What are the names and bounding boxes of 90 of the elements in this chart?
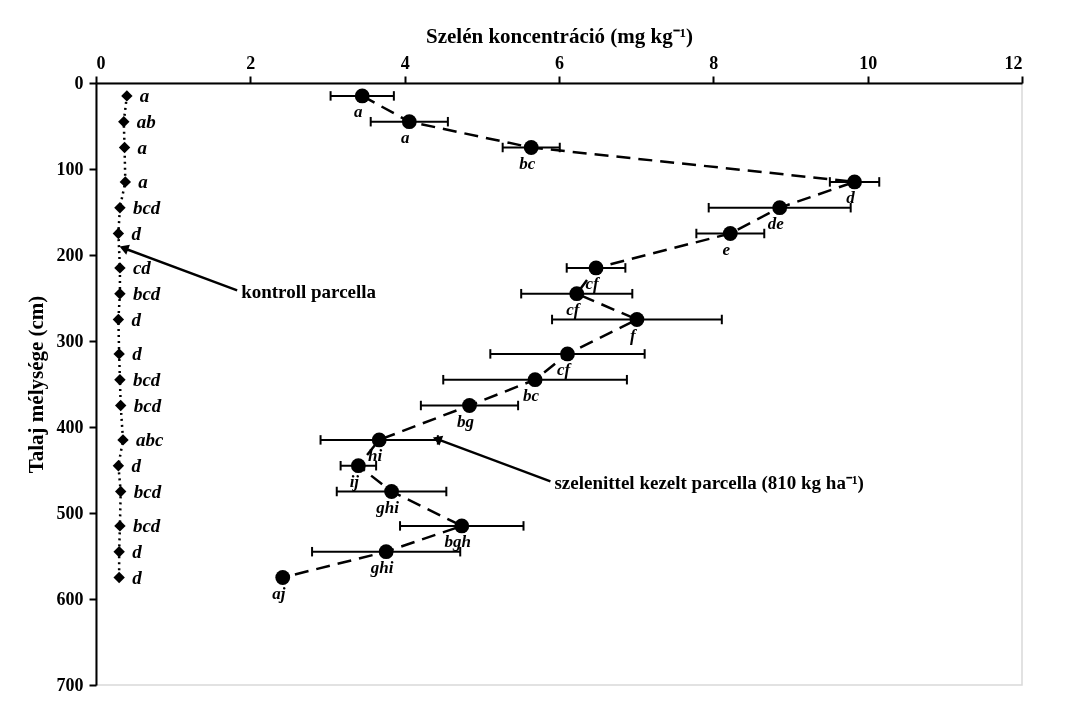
- point: [401, 114, 417, 130]
- point: [722, 226, 738, 241]
- x-tick-label: 6: [555, 52, 564, 73]
- y-tick-label: 0: [74, 72, 84, 93]
- data-label: bcd: [132, 368, 161, 390]
- y-tick-label: 700: [56, 674, 84, 695]
- point: [114, 202, 126, 214]
- point: [112, 313, 125, 326]
- data-label: d: [132, 540, 143, 562]
- annotation: szelenittel kezelt parcella (810 kg ha⁻¹): [554, 472, 864, 495]
- data-label: bg: [456, 411, 475, 431]
- point: [569, 286, 585, 302]
- data-label: a: [401, 127, 411, 147]
- point: [113, 571, 125, 584]
- x-tick-label: 12: [1004, 52, 1023, 73]
- data-label: bcd: [133, 480, 162, 502]
- point: [847, 174, 862, 190]
- data-label: a: [138, 170, 149, 192]
- data-label: a: [353, 101, 363, 121]
- data-label: cf: [566, 299, 582, 319]
- data-label: d: [132, 342, 143, 364]
- data-label: de: [767, 213, 785, 233]
- data-label: f: [630, 325, 639, 345]
- point: [371, 432, 387, 448]
- x-axis-title: Szelén koncentráció (mg kg⁻¹): [425, 23, 694, 48]
- point: [275, 570, 291, 585]
- y-tick-label: 300: [56, 330, 84, 351]
- y-tick-label: 100: [56, 158, 84, 179]
- point: [354, 88, 370, 104]
- x-tick-label: 0: [96, 52, 106, 73]
- point: [629, 312, 645, 327]
- data-label: bcd: [132, 282, 161, 304]
- point: [113, 348, 125, 360]
- point: [588, 260, 604, 276]
- point: [113, 546, 125, 558]
- data-label: ij: [349, 471, 360, 491]
- x-tick-label: 10: [859, 52, 878, 73]
- data-label: e: [722, 239, 731, 259]
- point: [114, 485, 127, 498]
- data-label: bcd: [133, 394, 162, 416]
- y-tick-label: 400: [56, 416, 84, 437]
- data-label: d: [131, 308, 142, 330]
- point: [117, 434, 129, 446]
- point: [118, 116, 130, 128]
- point: [119, 176, 132, 188]
- point: [112, 227, 125, 240]
- data-label: cf: [585, 273, 601, 293]
- x-tick-label: 8: [709, 52, 719, 73]
- point: [114, 374, 126, 386]
- data-label: ab: [136, 110, 156, 132]
- data-label: ghi: [375, 497, 400, 517]
- x-tick-label: 4: [400, 52, 410, 73]
- data-label: d: [131, 454, 142, 476]
- point: [114, 288, 126, 300]
- data-label: abc: [136, 428, 165, 450]
- point: [462, 398, 477, 413]
- y-axis-title: Talaj mélysége (cm): [23, 295, 48, 474]
- point: [112, 460, 125, 472]
- point: [384, 484, 399, 499]
- data-label: bcd: [132, 514, 161, 536]
- data-label: aj: [272, 583, 286, 603]
- point: [350, 458, 366, 474]
- annotation: kontroll parcella: [241, 281, 377, 303]
- point: [114, 262, 126, 274]
- data-label: bc: [523, 385, 540, 405]
- point: [114, 399, 127, 412]
- point: [523, 140, 539, 155]
- data-label: cd: [132, 256, 152, 278]
- data-label: bgh: [444, 531, 471, 551]
- data-label: bcd: [132, 196, 161, 218]
- y-tick-label: 600: [56, 588, 84, 609]
- data-label: a: [137, 136, 148, 158]
- y-tick-label: 500: [56, 502, 84, 523]
- data-label: a: [139, 84, 150, 106]
- data-label: d: [131, 222, 142, 244]
- point: [378, 544, 394, 560]
- point: [454, 518, 470, 534]
- point: [121, 90, 133, 102]
- data-label: ghi: [369, 557, 394, 577]
- data-label: bc: [519, 153, 536, 173]
- data-label: d: [846, 187, 856, 207]
- point: [560, 346, 575, 362]
- data-label: d: [132, 566, 143, 588]
- x-tick-label: 2: [246, 52, 256, 73]
- point: [527, 372, 543, 388]
- y-tick-label: 200: [56, 244, 84, 265]
- point: [772, 200, 788, 216]
- point: [114, 520, 126, 532]
- point: [118, 141, 131, 154]
- data-label: cf: [556, 359, 573, 379]
